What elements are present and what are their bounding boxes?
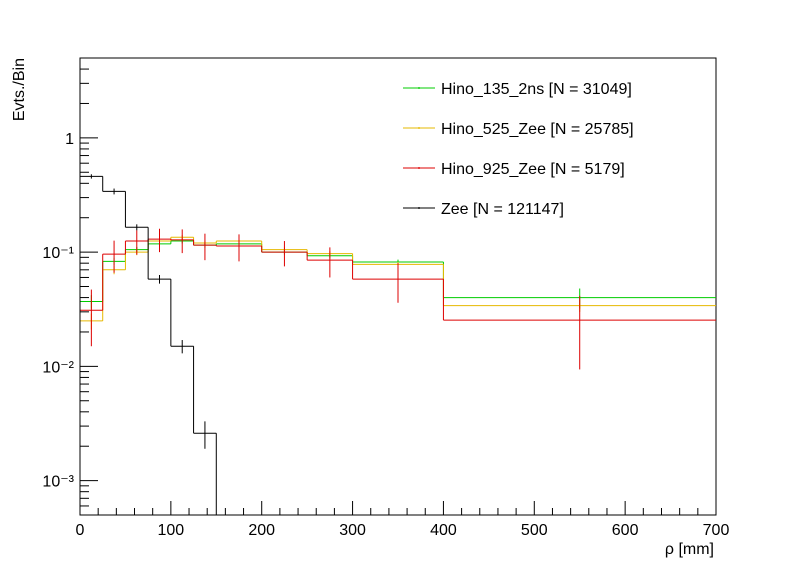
x-tick-label: 0: [76, 522, 85, 539]
legend-label: Hino_135_2ns [N = 31049]: [441, 81, 632, 98]
legend-label: Hino_925_Zee [N = 5179]: [441, 161, 625, 178]
x-tick-label: 100: [158, 522, 185, 539]
x-tick-label: 500: [521, 522, 548, 539]
y-axis-label: Evts./Bin: [11, 58, 28, 121]
legend-label: Hino_525_Zee [N = 25785]: [441, 121, 634, 138]
legend-label: Zee [N = 121147]: [441, 201, 564, 218]
x-tick-label: 600: [612, 522, 639, 539]
x-tick-label: 200: [248, 522, 275, 539]
x-tick-label: 300: [339, 522, 366, 539]
y-tick-label: 10⁻³: [42, 474, 74, 491]
x-tick-label: 700: [703, 522, 730, 539]
y-tick-label: 10⁻¹: [42, 245, 74, 262]
x-axis-label: ρ [mm]: [665, 541, 714, 558]
x-tick-label: 400: [430, 522, 457, 539]
y-tick-label: 10⁻²: [42, 359, 74, 376]
y-tick-label: 1: [65, 131, 74, 148]
